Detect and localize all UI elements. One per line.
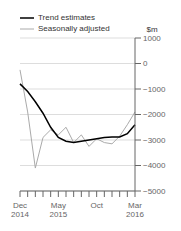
svg-text:−1000: −1000 [143, 85, 166, 94]
html-text:Trend estimates: Trend estimates [38, 13, 96, 22]
svg-text:Dec2014: Dec2014 [11, 201, 29, 219]
svg-text:−5000: −5000 [143, 187, 166, 196]
html-text:Seasonally adjusted: Seasonally adjusted [38, 24, 110, 33]
svg-text:May2015: May2015 [49, 201, 67, 219]
svg-text:0: 0 [143, 59, 148, 68]
svg-text:Oct: Oct [90, 201, 103, 210]
svg-text:1000: 1000 [143, 34, 161, 43]
svg-text:−2000: −2000 [143, 110, 166, 119]
svg-text:−4000: −4000 [143, 161, 166, 170]
svg-text:$m: $m [146, 25, 157, 34]
svg-text:−3000: −3000 [143, 136, 166, 145]
svg-text:Mar2016: Mar2016 [126, 201, 144, 219]
